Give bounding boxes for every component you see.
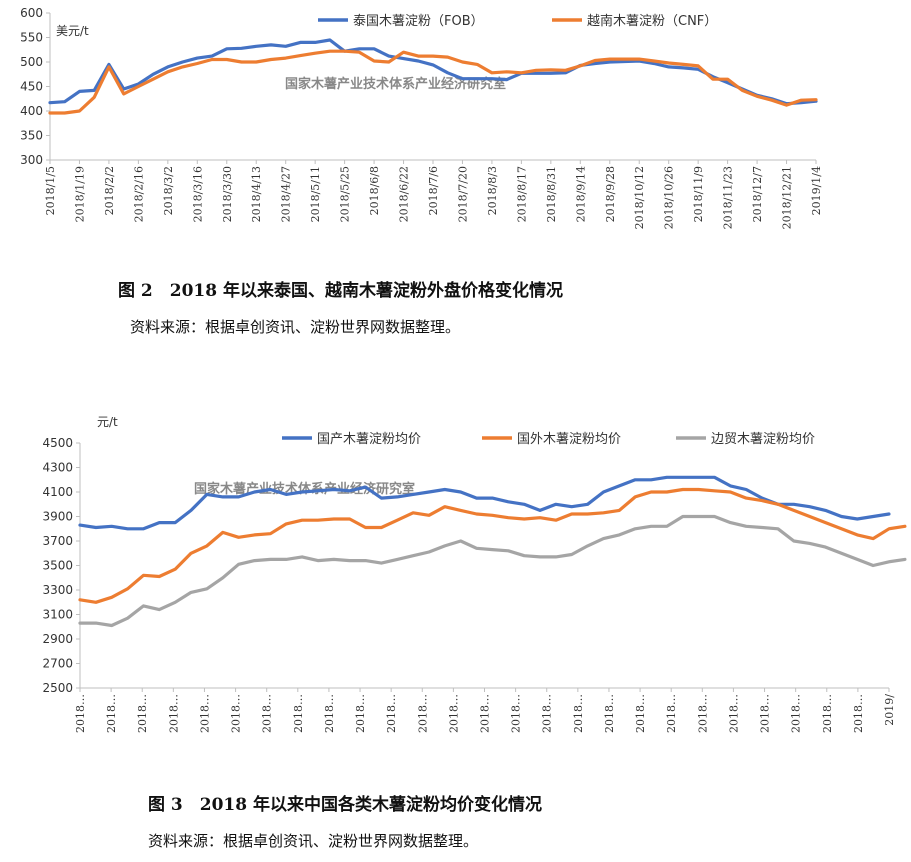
x-tick-label: 2018/6/22 — [398, 166, 411, 222]
x-tick-label: 2018/8/31 — [545, 166, 558, 222]
y-tick-label: 4100 — [42, 485, 73, 499]
x-tick-label: 2018/9/28 — [604, 166, 617, 222]
x-tick-label: 2018… — [821, 694, 834, 733]
y-tick-label: 3700 — [42, 534, 73, 548]
chart-1-caption: 图 2 2018 年以来泰国、越南木薯淀粉外盘价格变化情况 — [118, 281, 563, 301]
x-tick-label: 2018/5/25 — [339, 166, 352, 222]
chart-2-caption: 图 3 2018 年以来中国各类木薯淀粉均价变化情况 — [148, 795, 542, 815]
y-tick-label: 300 — [20, 153, 43, 167]
legend-entry-2: 国外木薯淀粉均价 — [517, 432, 621, 447]
x-tick-label: 2019/ — [883, 694, 896, 726]
x-tick-label: 2018… — [167, 694, 180, 733]
y-tick-label: 400 — [20, 104, 43, 118]
x-tick-label: 2018… — [634, 694, 647, 733]
x-tick-label: 2018… — [416, 694, 429, 733]
x-tick-label: 2018/10/26 — [663, 166, 676, 229]
y-tick-label: 350 — [20, 129, 43, 143]
x-tick-label: 2018… — [261, 694, 274, 733]
y-tick-label: 4500 — [42, 436, 73, 450]
y-tick-label: 3500 — [42, 559, 73, 573]
x-tick-label: 2018… — [541, 694, 554, 733]
x-tick-label: 2018/4/27 — [280, 166, 293, 222]
series-line-2 — [78, 487, 907, 604]
y-tick-label: 2500 — [42, 681, 73, 695]
chart-1: 300 350 400 450 500 550 600 2018/1/5 2018/1/19 20… — [20, 6, 823, 229]
x-tick-label: 2018… — [696, 694, 709, 733]
x-tick-label: 2018… — [74, 694, 87, 733]
x-tick-label: 2018/9/14 — [574, 166, 587, 222]
y-tick-label: 3300 — [42, 583, 73, 597]
x-tick-label: 2018/4/13 — [250, 166, 263, 222]
x-tick-label: 2018/3/16 — [191, 166, 204, 222]
chart-2-source: 资料来源：根据卓创资讯、淀粉世界网数据整理。 — [148, 832, 479, 850]
y-tick-label: 2900 — [42, 632, 73, 646]
y-tick-label: 3100 — [42, 608, 73, 622]
y-axis-label: 美元/t — [56, 24, 89, 38]
x-tick-label: 2018… — [385, 694, 398, 733]
x-tick-label: 2018… — [759, 694, 772, 733]
legend-entry-3: 边贸木薯淀粉均价 — [711, 432, 815, 447]
watermark-text: 国家木薯产业技术体系产业经济研究室 — [285, 76, 506, 92]
x-tick-label: 2018… — [292, 694, 305, 733]
series-line-1 — [78, 475, 891, 531]
y-tick-label: 600 — [20, 6, 43, 20]
series-line-1 — [48, 38, 818, 106]
x-tick-label: 2018/1/19 — [73, 166, 86, 222]
legend-entry-1: 泰国木薯淀粉（FOB） — [353, 14, 484, 29]
x-tick-label: 2018/11/9 — [692, 166, 705, 222]
y-tick-label: 4300 — [42, 461, 73, 475]
x-tick-label: 2018/12/21 — [781, 166, 794, 229]
chart-2: 2500 2700 2900 3100 3300 3500 3700 3900 4100 4300… — [42, 415, 907, 733]
x-tick-label: 2018/7/6 — [427, 166, 440, 215]
x-tick-label: 2018… — [323, 694, 336, 733]
x-tick-label: 2018… — [198, 694, 211, 733]
x-tick-label: 2018/10/12 — [633, 166, 646, 229]
watermark-text: 国家木薯产业技术体系产业经济研究室 — [194, 481, 415, 497]
x-tick-label: 2018… — [510, 694, 523, 733]
series-line-3 — [78, 514, 907, 628]
x-tick-label: 2018… — [105, 694, 118, 733]
x-tick-label: 2018/3/2 — [162, 166, 175, 215]
x-tick-label: 2018/8/17 — [515, 166, 528, 222]
series-line-2 — [48, 49, 818, 115]
y-axis-label: 元/t — [97, 415, 118, 429]
x-tick-label: 2018… — [447, 694, 460, 733]
x-tick-label: 2018/5/11 — [309, 166, 322, 222]
x-tick-label: 2018… — [790, 694, 803, 733]
x-tick-label: 2018/3/30 — [221, 166, 234, 222]
x-tick-label: 2018/6/8 — [368, 166, 381, 215]
x-tick-label: 2018… — [230, 694, 243, 733]
x-tick-label: 2018… — [572, 694, 585, 733]
x-tick-label: 2018/11/23 — [722, 166, 735, 229]
y-tick-label: 2700 — [42, 657, 73, 671]
legend-entry-2: 越南木薯淀粉（CNF） — [587, 13, 717, 29]
x-tick-label: 2018… — [479, 694, 492, 733]
x-tick-label: 2018… — [727, 694, 740, 733]
chart-1-source: 资料来源：根据卓创资讯、淀粉世界网数据整理。 — [130, 318, 461, 336]
y-tick-label: 500 — [20, 55, 43, 69]
x-tick-label: 2018… — [603, 694, 616, 733]
y-tick-label: 3900 — [42, 510, 73, 524]
x-tick-label: 2018… — [136, 694, 149, 733]
x-tick-label: 2018/2/2 — [103, 166, 116, 215]
x-tick-label: 2018/12/7 — [751, 166, 764, 222]
x-tick-label: 2018… — [354, 694, 367, 733]
x-tick-label: 2018… — [665, 694, 678, 733]
x-tick-label: 2018/2/16 — [132, 166, 145, 222]
x-tick-label: 2018/8/3 — [486, 166, 499, 215]
x-tick-label: 2018/1/5 — [44, 166, 57, 215]
y-tick-label: 450 — [20, 80, 43, 94]
x-tick-label: 2019/1/4 — [810, 166, 823, 215]
x-tick-label: 2018… — [852, 694, 865, 733]
x-tick-label: 2018/7/20 — [456, 166, 469, 222]
y-tick-label: 550 — [20, 31, 43, 45]
legend-entry-1: 国产木薯淀粉均价 — [317, 432, 421, 447]
